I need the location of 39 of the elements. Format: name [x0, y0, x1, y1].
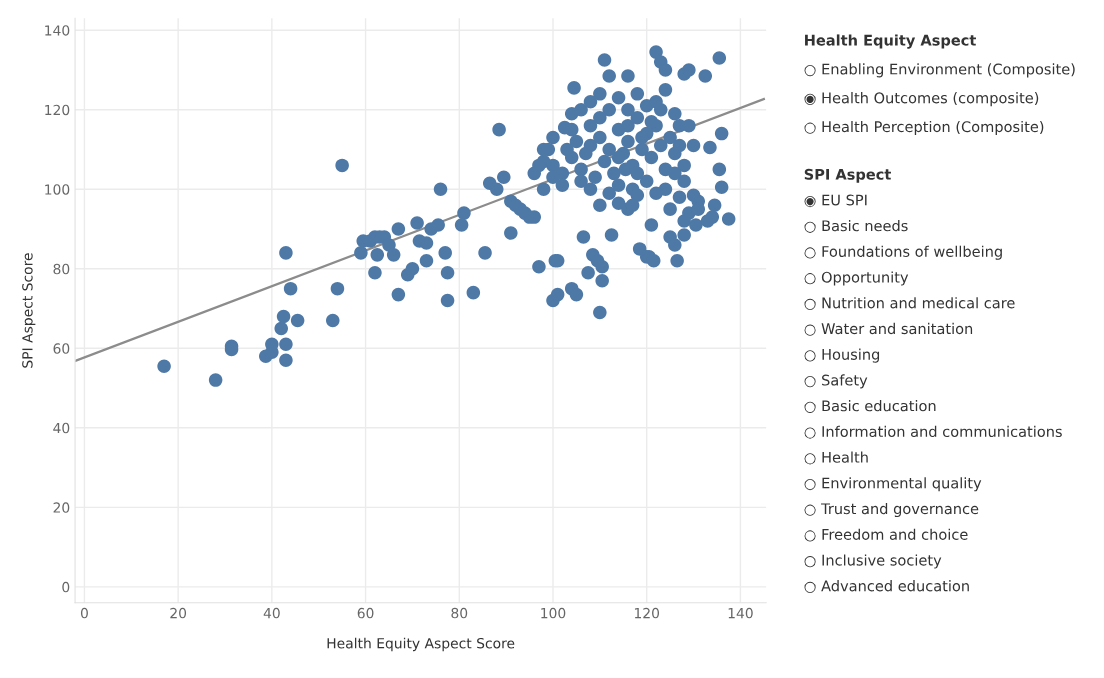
x-tick-label: 140	[728, 607, 753, 619]
y-tick-label: 120	[45, 104, 70, 116]
text: SPI Aspect	[804, 168, 891, 183]
text: ○ Basic education	[804, 400, 936, 413]
y-tick-label: 0	[62, 581, 70, 593]
text: ○ Housing	[804, 348, 880, 363]
y-tick-label: 40	[53, 422, 70, 434]
x-tick-label: 20	[170, 607, 187, 619]
text: ○ Foundations of wellbeing	[804, 245, 1002, 260]
text: ○ Enabling Environment (Composite)	[804, 63, 1075, 78]
y-tick-label: 60	[53, 343, 70, 354]
text: Health Equity Aspect	[805, 34, 976, 49]
x-tick-label: 0	[80, 607, 88, 619]
text: ○ Opportunity	[804, 271, 909, 286]
text: ○ Trust and governance	[804, 502, 979, 518]
text: ○ Basic needs	[804, 219, 908, 233]
y-tick-label: 100	[45, 184, 70, 195]
y-tick-label: 80	[53, 263, 70, 275]
x-tick-label: 80	[451, 607, 468, 619]
y-tick-label: 140	[45, 25, 70, 36]
y-tick-label: 20	[53, 502, 70, 513]
x-tick-label: 40	[263, 607, 280, 619]
text: ○ Health	[804, 451, 868, 465]
y-axis-title: SPI Aspect Score	[22, 253, 36, 368]
text: ○ Information and communications	[804, 425, 1062, 439]
x-tick-label: 60	[357, 607, 374, 619]
x-tick-label: 120	[634, 607, 660, 619]
text: ○ Freedom and choice	[804, 528, 968, 542]
text: ○ Advanced education	[804, 580, 969, 594]
text: ◉ EU SPI	[804, 194, 867, 208]
text: ○ Safety	[804, 374, 868, 389]
text: ◉ Health Outcomes (composite)	[804, 92, 1039, 107]
text: ○ Health Perception (Composite)	[804, 120, 1044, 136]
text: ○ Environmental quality	[804, 477, 982, 492]
x-axis-title: Health Equity Aspect Score	[327, 637, 515, 652]
x-tick-label: 100	[541, 607, 566, 619]
text: ○ Inclusive society	[804, 554, 942, 569]
text: ○ Nutrition and medical care	[804, 297, 1015, 311]
text: ○ Water and sanitation	[804, 322, 973, 336]
